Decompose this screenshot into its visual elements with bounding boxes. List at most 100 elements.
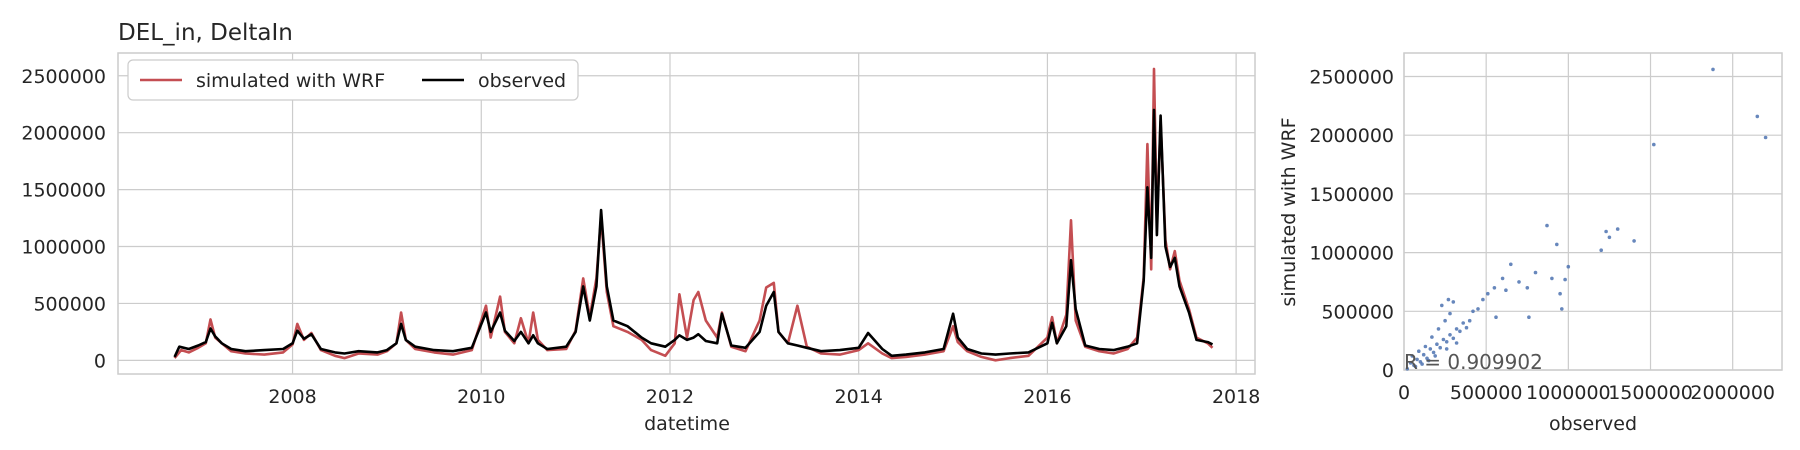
y-tick-label: 1000000	[1309, 243, 1394, 265]
x-tick-label: 2012	[646, 386, 694, 408]
legend-box	[127, 59, 579, 101]
scatter-point	[1476, 307, 1480, 311]
scatter-point	[1533, 270, 1538, 275]
scatter-point	[1448, 311, 1452, 316]
scatter-plot-area	[1403, 52, 1783, 371]
scatter-point	[1428, 347, 1433, 351]
timeseries-x-axis-label: datetime	[644, 413, 730, 435]
scatter-point	[1555, 242, 1559, 247]
correlation-annotation: R = 0.909902	[1404, 350, 1543, 374]
scatter-point	[1448, 333, 1452, 337]
scatter-y-axis-label: simulated with WRF	[1278, 117, 1300, 306]
scatter-point	[1615, 227, 1620, 231]
timeseries-panel: 2008 2010 2012 2014 2016 2018 0 500000 1000000 1…	[21, 20, 1260, 435]
x-tick-label: 2000000	[1690, 382, 1775, 404]
scatter-point	[1423, 344, 1428, 349]
scatter-grid	[1403, 53, 1782, 371]
scatter-point	[1421, 352, 1426, 357]
scatter-point	[1415, 357, 1419, 362]
scatter-point	[1454, 341, 1459, 345]
scatter-point	[1405, 367, 1410, 371]
x-tick-label: 0	[1398, 382, 1410, 404]
scatter-point	[1461, 321, 1465, 325]
timeseries-y-ticks: 0 500000 1000000 1500000 2000000 2500000	[21, 66, 106, 373]
scatter-point	[1558, 291, 1562, 296]
scatter-point	[1408, 361, 1413, 365]
scatter-point	[1517, 280, 1521, 284]
scatter-point	[1527, 315, 1531, 320]
scatter-point	[1451, 300, 1456, 304]
x-tick-label: 2016	[1023, 386, 1071, 408]
y-tick-label: 1000000	[21, 237, 106, 259]
scatter-point	[1420, 362, 1424, 366]
timeseries-x-ticks: 2008 2010 2012 2014 2016 2018	[268, 386, 1260, 408]
scatter-point	[1413, 364, 1418, 369]
scatter-point	[1560, 307, 1564, 311]
y-tick-label: 1500000	[1309, 184, 1394, 206]
scatter-point	[1444, 340, 1449, 344]
scatter-point	[1417, 349, 1421, 354]
scatter-point	[1438, 345, 1442, 350]
scatter-point	[1464, 325, 1469, 330]
scatter-y-ticks: 0 500000 1000000 1500000 2000000 2500000	[1309, 66, 1394, 382]
scatter-point	[1509, 262, 1513, 267]
x-tick-label: 2018	[1212, 386, 1260, 408]
y-tick-label: 2000000	[1309, 125, 1394, 147]
scatter-point	[1492, 286, 1497, 290]
chart-title: DEL_in, DeltaIn	[118, 20, 293, 46]
scatter-point	[1486, 291, 1490, 296]
scatter-point	[1563, 277, 1567, 282]
scatter-point	[1410, 354, 1414, 358]
scatter-point	[1433, 354, 1437, 358]
y-tick-label: 0	[1382, 360, 1394, 382]
scatter-point	[1458, 329, 1462, 334]
scatter-point	[1481, 297, 1485, 302]
legend-label-simulated: simulated with WRF	[196, 70, 385, 92]
y-tick-label: 2500000	[21, 66, 106, 88]
scatter-point	[1550, 276, 1554, 281]
scatter-point	[1566, 264, 1571, 269]
x-tick-label: 2008	[268, 386, 316, 408]
scatter-point	[1545, 223, 1549, 228]
y-tick-label: 1500000	[21, 180, 106, 202]
scatter-point	[1443, 318, 1447, 323]
scatter-point	[1652, 142, 1656, 147]
x-tick-label: 500000	[1450, 382, 1523, 404]
scatter-x-axis-label: observed	[1549, 413, 1637, 435]
y-tick-label: 2000000	[21, 123, 106, 145]
scatter-point	[1435, 342, 1439, 347]
scatter-point	[1431, 350, 1436, 355]
scatter-point	[1441, 337, 1446, 342]
scatter-point	[1711, 67, 1715, 72]
legend: simulated with WRF observed	[127, 59, 579, 101]
timeseries-plot-area	[117, 52, 1256, 375]
scatter-point	[1451, 336, 1456, 341]
scatter-point	[1604, 229, 1608, 234]
series-line-observed	[173, 108, 1214, 358]
scatter-point	[1599, 248, 1603, 252]
x-tick-label: 1500000	[1608, 382, 1693, 404]
scatter-point	[1494, 315, 1498, 320]
scatter-point	[1426, 358, 1431, 363]
scatter-point	[1440, 303, 1444, 308]
timeseries-lines	[173, 67, 1214, 362]
scatter-point	[1454, 327, 1459, 331]
y-tick-label: 500000	[1321, 301, 1394, 323]
scatter-point	[1430, 335, 1434, 339]
scatter-point	[1446, 297, 1451, 302]
scatter-point	[1632, 239, 1636, 243]
scatter-point	[1525, 286, 1530, 290]
x-tick-label: 1000000	[1526, 382, 1611, 404]
x-tick-label: 2014	[835, 386, 883, 408]
x-tick-label: 2010	[457, 386, 505, 408]
y-tick-label: 2500000	[1309, 66, 1394, 88]
scatter-point	[1467, 318, 1472, 323]
scatter-point	[1471, 309, 1475, 314]
scatter-point	[1444, 347, 1449, 351]
y-tick-label: 0	[94, 350, 106, 372]
scatter-point	[1500, 276, 1505, 281]
